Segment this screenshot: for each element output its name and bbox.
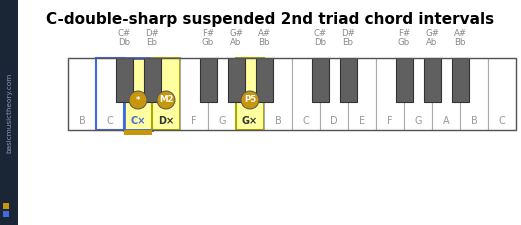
Text: G#: G# [425, 29, 439, 38]
Text: A: A [443, 116, 449, 126]
Text: D#: D# [145, 29, 159, 38]
Text: P5: P5 [244, 95, 256, 104]
Text: Db: Db [314, 38, 326, 47]
Text: A#: A# [453, 29, 467, 38]
Text: Ab: Ab [230, 38, 242, 47]
Bar [320, 58, 348, 130]
Bar [68, 58, 96, 130]
Ellipse shape [157, 91, 175, 109]
Text: A#: A# [257, 29, 270, 38]
Bar [424, 58, 441, 102]
Text: Bb: Bb [258, 38, 270, 47]
Text: C: C [107, 116, 114, 126]
Bar [452, 58, 469, 102]
Bar [488, 58, 516, 130]
Bar [68, 58, 516, 130]
Text: M2: M2 [159, 95, 173, 104]
Text: B: B [275, 116, 281, 126]
Bar [116, 58, 133, 102]
Text: C: C [499, 116, 505, 126]
Bar [96, 58, 124, 130]
Ellipse shape [129, 91, 147, 109]
Bar [208, 58, 236, 130]
Text: C-double-sharp suspended 2nd triad chord intervals: C-double-sharp suspended 2nd triad chord… [46, 12, 494, 27]
Text: C×: C× [130, 116, 146, 126]
Text: Ab: Ab [426, 38, 438, 47]
Text: B: B [470, 116, 477, 126]
Bar [200, 58, 217, 102]
Text: D#: D# [341, 29, 355, 38]
Bar [376, 58, 404, 130]
Ellipse shape [241, 91, 259, 109]
Bar [264, 58, 292, 130]
Text: basicmusictheory.com: basicmusictheory.com [6, 72, 12, 153]
Text: E: E [359, 116, 365, 126]
Bar [404, 58, 432, 130]
Text: C#: C# [117, 29, 131, 38]
Bar [3, 211, 9, 217]
Text: F: F [191, 116, 197, 126]
Bar [460, 58, 488, 130]
Text: B: B [79, 116, 85, 126]
Text: D: D [330, 116, 338, 126]
Text: F: F [387, 116, 393, 126]
Bar [348, 58, 376, 130]
Text: G#: G# [229, 29, 243, 38]
Bar [292, 58, 320, 130]
Bar [432, 58, 460, 130]
Bar [180, 58, 208, 130]
Bar [0, 0, 18, 225]
Text: G: G [414, 116, 422, 126]
Text: C#: C# [313, 29, 327, 38]
Bar [3, 203, 9, 209]
Text: D×: D× [158, 116, 174, 126]
Bar [236, 58, 264, 130]
Text: *: * [136, 95, 140, 104]
Text: Bb: Bb [454, 38, 466, 47]
Text: Eb: Eb [146, 38, 157, 47]
Text: G×: G× [242, 116, 258, 126]
Text: F#: F# [202, 29, 214, 38]
Bar [144, 58, 161, 102]
Text: C: C [303, 116, 309, 126]
Text: Gb: Gb [398, 38, 410, 47]
Text: F#: F# [398, 29, 410, 38]
Bar [96, 58, 124, 130]
Bar [124, 130, 152, 135]
Bar [152, 58, 180, 130]
Text: G: G [218, 116, 226, 126]
Text: Db: Db [118, 38, 130, 47]
Bar [340, 58, 357, 102]
Bar [228, 58, 245, 102]
Bar [124, 58, 152, 130]
Bar [312, 58, 329, 102]
Bar [396, 58, 413, 102]
Text: Eb: Eb [342, 38, 354, 47]
Text: Gb: Gb [202, 38, 214, 47]
Bar [256, 58, 273, 102]
